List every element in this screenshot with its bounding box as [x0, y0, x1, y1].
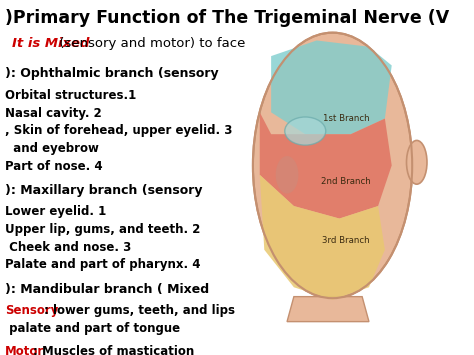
Text: , Skin of forehead, upper eyelid. 3: , Skin of forehead, upper eyelid. 3	[5, 124, 232, 137]
Polygon shape	[287, 297, 369, 322]
Text: : lower gums, teeth, and lips: : lower gums, teeth, and lips	[44, 304, 235, 317]
Text: palate and part of tongue: palate and part of tongue	[5, 322, 180, 335]
Polygon shape	[271, 40, 392, 134]
Text: Upper lip, gums, and teeth. 2: Upper lip, gums, and teeth. 2	[5, 223, 200, 236]
Text: ): Mandibular branch ( Mixed: ): Mandibular branch ( Mixed	[5, 283, 209, 296]
Text: 1st Branch: 1st Branch	[323, 114, 370, 123]
Text: 3rd Branch: 3rd Branch	[322, 236, 370, 245]
Text: It is Mixed: It is Mixed	[12, 37, 90, 50]
Ellipse shape	[276, 156, 299, 193]
Ellipse shape	[253, 33, 412, 298]
Text: Nasal cavity. 2: Nasal cavity. 2	[5, 106, 101, 120]
Text: (sensory and motor) to face: (sensory and motor) to face	[55, 37, 246, 50]
Ellipse shape	[285, 117, 326, 145]
Text: )Primary Function of The Trigeminal Nerve (V: )Primary Function of The Trigeminal Nerv…	[5, 9, 449, 27]
Text: Motor: Motor	[5, 345, 44, 355]
Text: ): Ophthalmic branch (sensory: ): Ophthalmic branch (sensory	[5, 67, 219, 81]
Text: and eyebrow: and eyebrow	[5, 142, 99, 155]
Text: : Muscles of mastication: : Muscles of mastication	[33, 345, 194, 355]
Ellipse shape	[407, 141, 427, 184]
Text: ): Maxillary branch (sensory: ): Maxillary branch (sensory	[5, 184, 202, 197]
Text: Sensory: Sensory	[5, 304, 58, 317]
Text: Cheek and nose. 3: Cheek and nose. 3	[5, 241, 131, 254]
Text: Lower eyelid. 1: Lower eyelid. 1	[5, 205, 106, 218]
Text: Orbital structures.1: Orbital structures.1	[5, 89, 136, 102]
Polygon shape	[260, 112, 392, 219]
Text: Part of nose. 4: Part of nose. 4	[5, 160, 102, 173]
Text: Palate and part of pharynx. 4: Palate and part of pharynx. 4	[5, 258, 200, 272]
Polygon shape	[260, 175, 385, 300]
Text: 2nd Branch: 2nd Branch	[321, 176, 371, 186]
